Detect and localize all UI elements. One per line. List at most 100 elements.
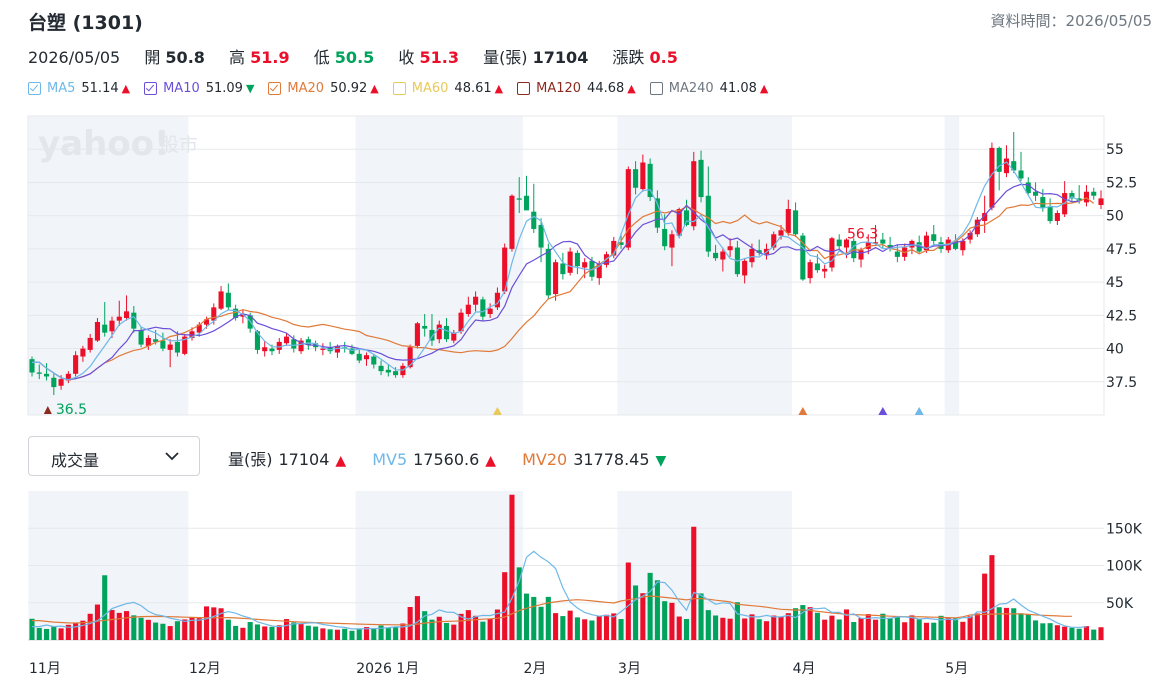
ma20-line: [32, 197, 1095, 381]
candle: [414, 321, 420, 349]
candle: [567, 247, 573, 276]
volume-bar: [553, 613, 559, 640]
volume-bar: [167, 626, 173, 640]
candle-body: [1040, 197, 1046, 208]
volume-bar: [771, 615, 777, 640]
axes: 37.5 40 42.5 45 47.5 50 52.5 55 50K 100K 150K 11月 12…: [29, 142, 1143, 677]
candle: [429, 314, 435, 346]
ma-legend-value: 51.09: [205, 81, 243, 96]
volume-bar: [429, 619, 435, 640]
volume-tick-label: 50K: [1106, 596, 1134, 612]
volume-bar: [298, 624, 304, 640]
volume-bar: [640, 593, 646, 640]
candle: [480, 296, 486, 321]
candle: [465, 296, 471, 317]
volume-bar: [887, 617, 893, 640]
volume-bar: [822, 619, 828, 640]
volume-bar: [625, 562, 631, 640]
ma-legend-label: MA120: [536, 81, 582, 96]
volume-bar: [793, 608, 799, 640]
up-arrow-icon: ▲: [759, 82, 769, 95]
ma-legend-item-ma10[interactable]: MA10 51.09 ▼: [144, 81, 254, 96]
candle-body: [574, 252, 580, 267]
candle: [43, 363, 50, 381]
candle-body: [960, 240, 966, 251]
volume-bar: [1033, 620, 1039, 640]
ma-legend-item-ma5[interactable]: MA5 51.14 ▲: [28, 81, 130, 96]
candle-body: [967, 232, 973, 240]
checkbox-unchecked-icon[interactable]: [649, 82, 663, 95]
volume-bar: [153, 622, 159, 640]
candle-body: [516, 198, 522, 200]
volume-bar: [80, 620, 86, 640]
volume-bar: [814, 612, 820, 640]
candle-body: [640, 162, 646, 190]
candle-body: [676, 209, 682, 236]
volume-bar: [749, 614, 755, 640]
volume-bar: [363, 627, 370, 640]
ma-legend-item-ma120[interactable]: MA120 44.68 ▲: [517, 81, 636, 96]
candle: [698, 150, 704, 203]
ma-legend-item-ma240[interactable]: MA240 41.08 ▲: [649, 81, 769, 96]
candle: [473, 291, 479, 312]
candle-body: [473, 296, 479, 305]
volume-bars: [29, 494, 1104, 640]
candle-body: [887, 244, 893, 248]
candle-body: [807, 262, 813, 279]
volume-bar: [276, 625, 282, 640]
candle: [378, 360, 384, 376]
volume-bar: [705, 610, 711, 640]
candle-body: [727, 246, 733, 251]
candle-body: [669, 234, 675, 248]
candle-body: [1054, 213, 1060, 221]
volume-legend-item: MV5 17560.6 ▲: [372, 450, 496, 469]
shade-price: [944, 116, 960, 415]
candle: [523, 175, 530, 211]
x-tick-label: 4月: [793, 661, 816, 677]
checkbox-unchecked-icon[interactable]: [392, 82, 406, 95]
volume-bar: [829, 615, 835, 640]
period-shading: [28, 116, 960, 640]
volume-bar: [36, 627, 42, 640]
candle-body: [109, 320, 115, 332]
volume-legend-value: 31778.45: [573, 450, 650, 469]
volume-bar: [414, 596, 420, 640]
indicator-select[interactable]: 成交量: [28, 436, 200, 476]
candle: [363, 352, 370, 366]
candle: [574, 250, 580, 275]
checkbox-checked-icon[interactable]: [28, 82, 41, 95]
candle: [1076, 185, 1082, 204]
checkbox-checked-icon[interactable]: [144, 82, 158, 95]
ma-legend-item-ma60[interactable]: MA60 48.61 ▲: [392, 81, 503, 96]
price-tick-label: 55: [1106, 142, 1124, 158]
volume-bar: [902, 622, 908, 640]
volume-bar: [422, 611, 428, 640]
volume-bar: [589, 620, 595, 640]
volume-bar: [531, 596, 537, 640]
volume-bar: [327, 629, 333, 640]
volume-bar: [502, 572, 508, 640]
candle-body: [36, 372, 42, 374]
candle: [640, 154, 646, 192]
candle-body: [349, 348, 355, 354]
volume-bar: [102, 575, 108, 640]
candle: [669, 230, 675, 267]
checkbox-unchecked-icon[interactable]: [517, 82, 531, 95]
candle-body: [509, 195, 515, 249]
ma-legend-item-ma20[interactable]: MA20 50.92 ▲: [268, 81, 379, 96]
volume-bar: [320, 628, 326, 640]
volume-bar: [94, 604, 100, 640]
candle-body: [545, 248, 551, 296]
candle-body: [596, 263, 602, 279]
checkbox-checked-icon[interactable]: [268, 82, 282, 95]
candle-body: [102, 324, 108, 333]
candle: [145, 335, 151, 350]
candle: [662, 214, 668, 251]
volume-bar: [647, 572, 653, 640]
volume-bar: [545, 596, 551, 640]
candle-body: [393, 371, 399, 376]
volume-bar: [145, 619, 151, 640]
volume-bar: [269, 626, 275, 640]
volume-bar: [1091, 629, 1097, 640]
